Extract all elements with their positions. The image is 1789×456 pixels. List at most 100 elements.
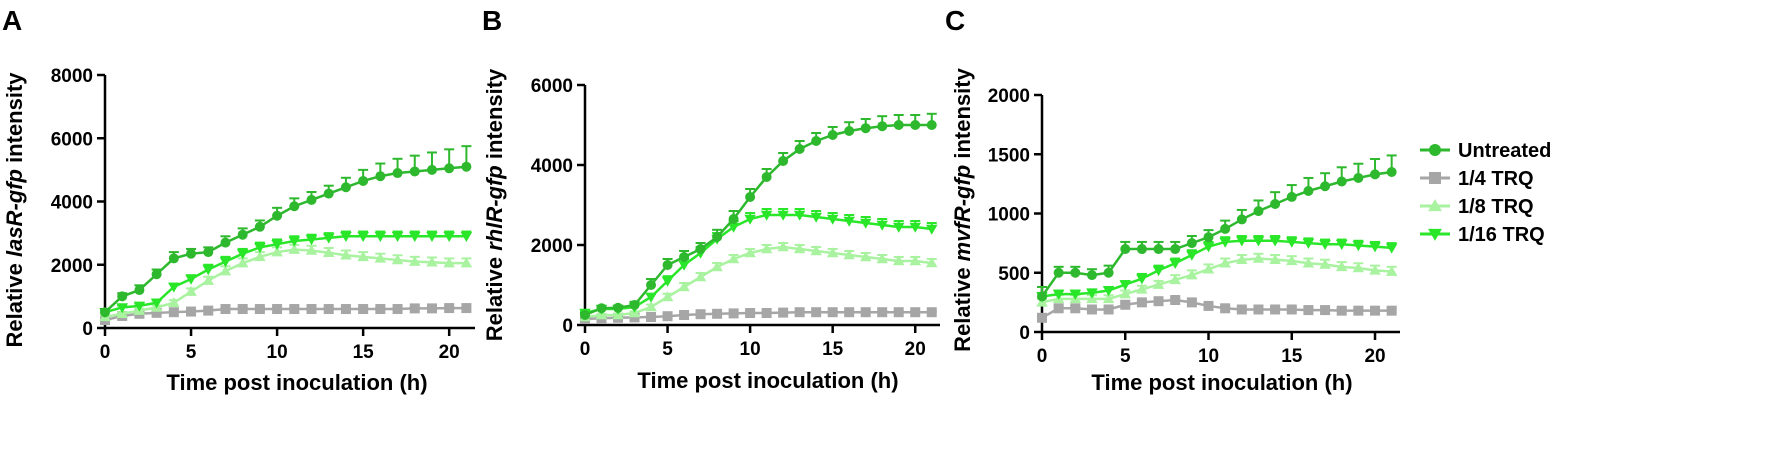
panel-c-series-1-4-trq-point	[1037, 312, 1047, 323]
panel-c-series-untreated-point	[1120, 244, 1131, 255]
panel-b-series-1-4-trq-point	[629, 312, 640, 323]
panel-b-series-1-8-trq-point	[760, 243, 773, 254]
panel-c-series-1-4-trq	[1037, 295, 1397, 323]
panel-a-series-untreated-point	[168, 253, 179, 264]
panel-b-series-1-8-trq-point	[744, 247, 756, 258]
panel-b-series-1-8-trq-point	[678, 281, 690, 292]
legend-marker-shape-1-16-trq	[1428, 228, 1442, 241]
panel-b-series-1-8-trq-point	[645, 301, 657, 312]
panel-a-y-axis-title-prefix: Relative	[2, 257, 27, 348]
panel-b-series-1-4-trq-point	[844, 307, 855, 318]
panel-a-series-untreated-point	[237, 229, 248, 240]
panel-a-series-untreated-line	[104, 165, 467, 314]
panel-b-y-tick-label: 0	[562, 316, 573, 337]
panel-b-x-tick-label: 15	[822, 339, 844, 360]
panel-a-series-1-4-trq-point	[375, 304, 386, 315]
panel-a-series-1-16-trq-point	[133, 301, 146, 312]
panel-c-series-untreated-point	[1053, 267, 1064, 278]
panel-b-series-1-8-trq-point	[925, 257, 938, 268]
panel-c-series-untreated-point	[1286, 191, 1297, 202]
panel-c-series-1-16-trq-point	[1202, 242, 1215, 253]
panel-c-series-1-8-trq-point	[1369, 264, 1381, 275]
panel-a-y-tick-label: 4000	[51, 193, 93, 214]
panel-a-series-untreated	[100, 145, 472, 318]
panel-a-series-1-4-trq-point	[168, 307, 179, 318]
panel-c-series-untreated-point	[1153, 244, 1164, 255]
panel-a-series-untreated-point	[375, 171, 386, 182]
panel-a-series-1-8-trq-point	[374, 252, 387, 263]
panel-a-series-1-16-trq-point	[236, 249, 249, 260]
panel-b-series-1-16-trq-point	[843, 216, 855, 227]
panel-c-y-tick-label: 500	[998, 264, 1030, 285]
panel-c-series-untreated-line	[1040, 170, 1392, 298]
panel-b-series-untreated-point	[827, 130, 838, 140]
panel-b-series-1-8-trq-point	[909, 255, 921, 266]
panel-c-series-1-4-trq-point	[1353, 305, 1364, 316]
panel-c-series-1-4-trq-point	[1286, 304, 1297, 315]
panel-c-series-untreated-point	[1070, 267, 1081, 278]
panel-c-series-1-16-trq-point	[1252, 236, 1265, 247]
panel-a-series-1-16-trq-point	[116, 303, 128, 314]
legend-marker-1-8-trq	[1428, 199, 1442, 212]
panel-a-series-1-8-trq-point	[254, 251, 266, 262]
panel-c-series-1-4-trq-point	[1136, 297, 1147, 308]
panel-c-series-1-16-trq-line	[1041, 239, 1392, 298]
legend: Untreated 1/4 TRQ 1/8 TRQ 1/16 TRQ	[1420, 140, 1551, 246]
panel-b-series-untreated-point	[860, 123, 871, 134]
panel-b-y-tick-label: 4000	[531, 156, 573, 177]
panel-a-series-1-4-trq-point	[254, 304, 265, 315]
panel-b-y-axis-title: Relative rhlR-gfp intensity	[482, 68, 507, 341]
panel-c-series-1-16-trq-point	[1102, 286, 1115, 297]
panel-b-series-untreated-point	[745, 192, 756, 202]
panel-a-series-1-8-trq-point	[391, 254, 404, 265]
panel-b-series-1-16-trq-point	[826, 214, 839, 225]
panel-b-series-1-8-trq-point	[859, 251, 872, 262]
panel-a-series-1-16-trq-point	[305, 235, 318, 246]
panel-a-x-tick-label: 20	[439, 342, 460, 363]
panel-c-series-untreated-point	[1220, 223, 1231, 234]
panel-c-series-untreated-point	[1336, 176, 1347, 187]
panel-a-series-1-16-trq-point	[409, 232, 421, 243]
panel-c-series-1-16-trq-point	[1086, 288, 1098, 299]
panel-a-y-axis-title-gene: lasR-gfp	[2, 169, 27, 257]
panel-a-x-tick-label: 5	[186, 342, 197, 363]
panel-c-series-1-16-trq-point	[1319, 240, 1331, 251]
panel-a-series-1-4-trq	[100, 303, 472, 326]
panel-a-series-1-8-trq-point	[409, 255, 421, 266]
panel-a-series-1-4-trq-point	[203, 305, 214, 316]
panel-b-series-1-4-trq-line	[584, 310, 932, 321]
panel-b-series-1-16-trq-line	[584, 213, 932, 315]
panel-c-x-tick-label: 15	[1281, 346, 1303, 367]
panel-a: A Time post inoculation (h) Relative las…	[2, 5, 475, 395]
panel-a-y-axis-title-suffix: intensity	[2, 72, 27, 169]
panel-b-x-tick-label: 5	[662, 339, 673, 360]
panel-a-series-1-8-trq-point	[460, 257, 473, 268]
panel-c-y-axis-title: Relative mvfR-gfp intensity	[950, 67, 975, 351]
panel-b-series-1-8-trq-point	[661, 291, 674, 302]
panel-b-series-1-8-trq-point	[777, 241, 789, 252]
panel-a-series-1-4-trq-point	[340, 304, 351, 315]
panel-b-series-1-4-trq-point	[745, 308, 756, 318]
panel-b-series-1-4-trq-point	[712, 308, 723, 319]
panel-b-label: B	[482, 5, 502, 36]
legend-marker-1-16-trq	[1428, 228, 1442, 241]
panel-c-series-1-4-trq-point	[1103, 304, 1114, 315]
panel-c-series-1-8-trq-point	[1252, 252, 1265, 263]
panel-c-series-1-4-trq-point	[1170, 295, 1181, 306]
panel-c-y-axis-title-gene: mvfR-gfp	[950, 165, 975, 262]
panel-c-series-1-4-trq-point	[1086, 304, 1097, 315]
panel-c-y-axis-title-suffix: intensity	[950, 67, 975, 164]
panel-b-series-1-16-trq-point	[859, 218, 872, 229]
panel-a-series-1-4-trq-line	[104, 306, 467, 322]
panel-a-series-untreated-point	[220, 237, 231, 248]
panel-c-series-1-4-trq-point	[1303, 305, 1314, 316]
panel-b-x-axis-title: Time post inoculation (h)	[637, 368, 898, 393]
panel-a-series-1-8-trq-point	[168, 296, 180, 307]
panel-a-series-1-8-trq-point	[202, 274, 215, 285]
panel-b-series-1-16-trq-point	[727, 222, 740, 233]
panel-c-series-untreated-point	[1186, 238, 1197, 249]
panel-c-series-1-8-trq-point	[1219, 257, 1231, 268]
panel-b-series-untreated-point	[778, 156, 789, 166]
panel-b-series-untreated-point	[646, 280, 657, 290]
panel-b-series-1-4-trq-point	[728, 308, 739, 319]
